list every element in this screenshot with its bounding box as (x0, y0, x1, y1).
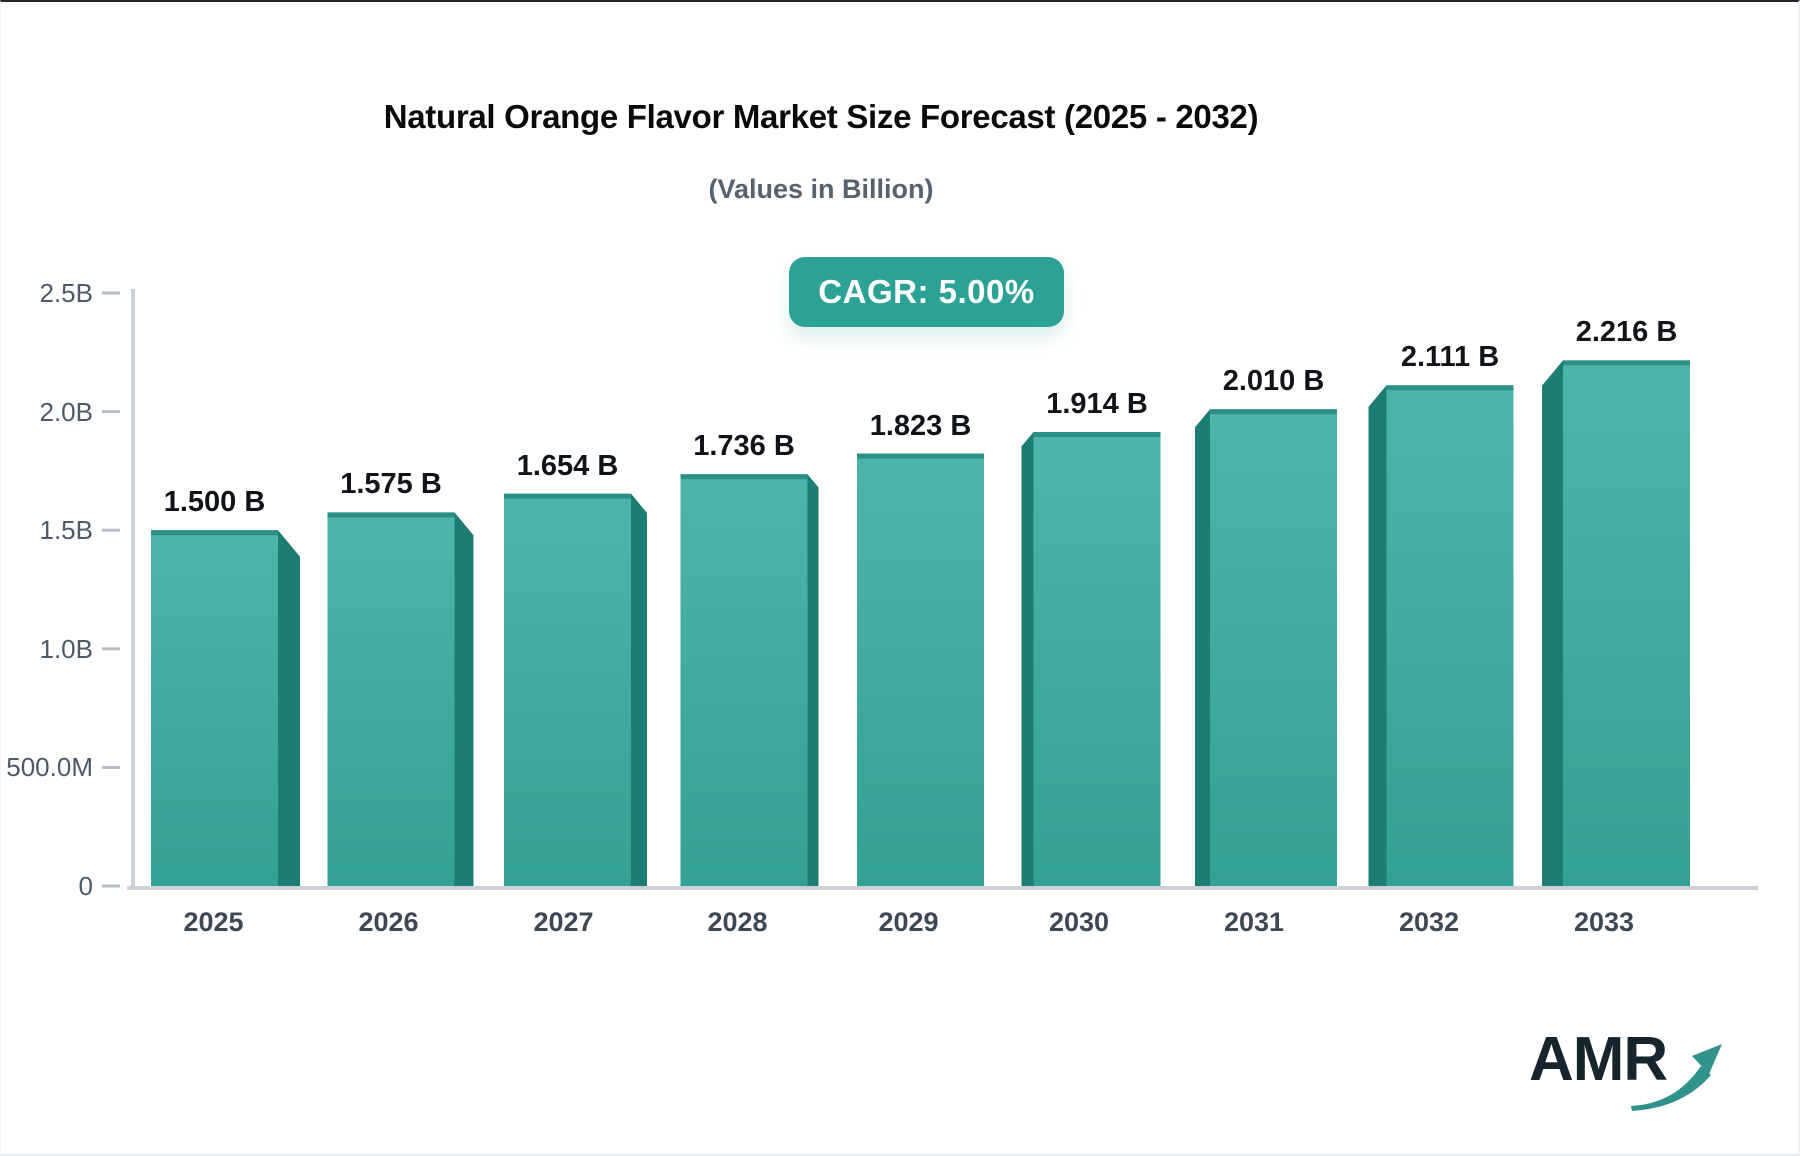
y-tick-mark (102, 884, 120, 888)
bar-2032 (1386, 385, 1514, 886)
x-axis-label-2026: 2026 (358, 907, 419, 937)
bar-value-label-2032: 2.111 B (1400, 341, 1500, 374)
bar-value-label-2029: 1.823 B (869, 409, 972, 442)
bar-side-2025 (278, 530, 300, 886)
amr-logo-arrow-icon (1631, 1044, 1722, 1111)
bar-top-edge-2027 (504, 493, 631, 499)
y-tick-mark (102, 765, 120, 769)
x-axis-label-2028: 2028 (707, 907, 768, 937)
y-tick-label-0: 0 (78, 871, 93, 901)
y-tick-label-500.0M: 500.0M (6, 752, 93, 783)
bar-side-2027 (631, 493, 647, 886)
y-tick-mark (102, 528, 120, 532)
x-axis-label-2031: 2031 (1223, 907, 1285, 937)
y-tick-mark (102, 291, 120, 295)
bar-2029 (857, 453, 984, 886)
bar-2027 (504, 493, 631, 886)
bar-top-edge-2033 (1563, 360, 1690, 366)
y-axis-line (131, 289, 135, 890)
bar-2033 (1563, 360, 1690, 886)
y-tick-mark (102, 410, 120, 414)
bar-top-edge-2031 (1210, 409, 1337, 415)
amr-logo: AMR (1529, 1024, 1729, 1124)
chart-title: Natural Orange Flavor Market Size Foreca… (383, 98, 1259, 135)
amr-logo-text: AMR (1529, 1025, 1668, 1094)
bar-value-label-2033: 2.216 B (1575, 316, 1678, 349)
bar-side-2026 (454, 512, 474, 886)
bar-2028 (680, 474, 808, 886)
bar-top-edge-2025 (151, 530, 278, 536)
x-axis-label-2033: 2033 (1573, 907, 1635, 937)
y-tick-label-2.0B: 2.0B (39, 396, 94, 427)
bar-value-label-2027: 1.654 B (516, 449, 619, 482)
bar-side-2032 (1368, 385, 1387, 886)
cagr-badge: CAGR: 5.00% (789, 257, 1064, 327)
chart-subtitle: (Values in Billion) (708, 174, 934, 204)
bar-side-2028 (807, 474, 819, 886)
bar-top-edge-2026 (327, 512, 455, 518)
bar-top-edge-2032 (1386, 385, 1514, 391)
bar-top-edge-2030 (1033, 431, 1161, 437)
bar-value-label-2025: 1.500 B (163, 486, 266, 519)
x-axis-line (127, 886, 1758, 890)
y-tick-label-2.5B: 2.5B (39, 278, 94, 308)
y-tick-label-1.0B: 1.0B (39, 633, 94, 664)
bar-value-label-2028: 1.736 B (693, 430, 795, 463)
bar-value-label-2026: 1.575 B (340, 468, 442, 501)
bar-side-2033 (1542, 360, 1563, 886)
y-tick-label-1.5B: 1.5B (39, 515, 94, 546)
bar-2025 (151, 530, 278, 886)
y-tick-mark (102, 647, 120, 651)
bar-side-2030 (1021, 431, 1034, 886)
x-axis-label-2025: 2025 (183, 907, 244, 937)
x-axis-label-2032: 2032 (1398, 907, 1460, 937)
bar-top-edge-2029 (857, 453, 984, 459)
x-axis-label-2027: 2027 (533, 907, 594, 937)
bar-side-2031 (1195, 409, 1210, 886)
bar-2026 (327, 512, 455, 886)
bar-2031 (1210, 409, 1337, 886)
bar-value-label-2031: 2.010 B (1222, 365, 1325, 398)
bar-value-label-2030: 1.914 B (1046, 387, 1148, 420)
bar-top-edge-2028 (680, 474, 808, 480)
x-axis-label-2029: 2029 (878, 907, 939, 937)
x-axis-label-2030: 2030 (1048, 907, 1110, 937)
bar-2030 (1033, 431, 1161, 886)
